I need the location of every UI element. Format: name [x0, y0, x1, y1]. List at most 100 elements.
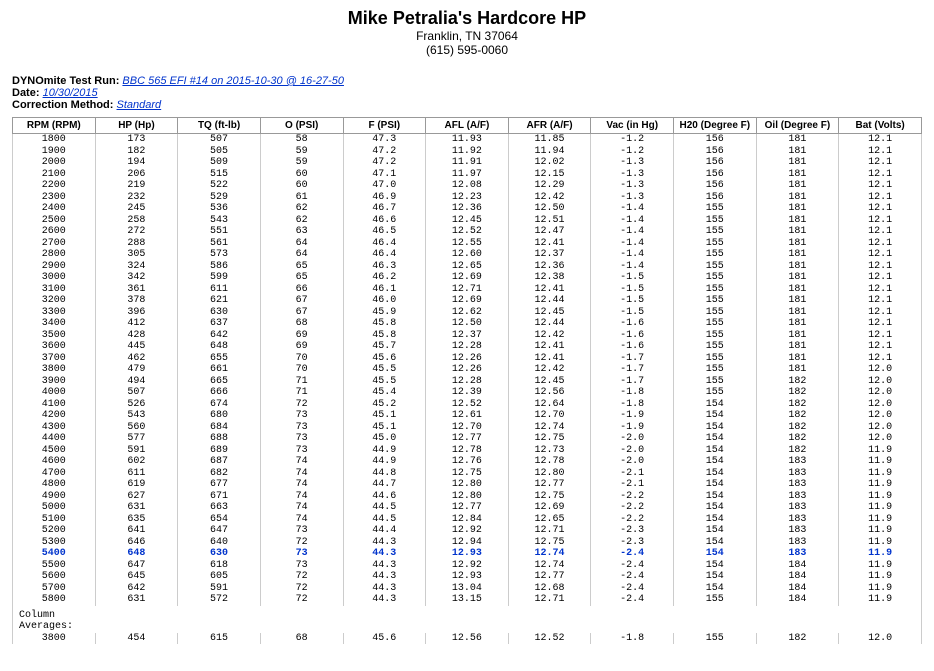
table-cell: 2400	[13, 203, 96, 215]
table-cell: 3800	[13, 633, 96, 645]
table-cell: 72	[260, 583, 343, 595]
table-cell: 184	[756, 594, 839, 606]
correction-label: Correction Method:	[12, 99, 113, 111]
table-cell: 12.1	[839, 249, 922, 261]
table-cell: 640	[178, 537, 261, 549]
table-cell: 183	[756, 468, 839, 480]
col-header: Vac (in Hg)	[591, 118, 674, 134]
table-cell: 12.94	[426, 537, 509, 549]
table-cell: 630	[178, 307, 261, 319]
table-cell: 12.50	[508, 203, 591, 215]
run-label: DYNOmite Test Run:	[12, 75, 119, 87]
table-cell: 663	[178, 502, 261, 514]
table-cell: 44.3	[343, 571, 426, 583]
table-cell: 611	[178, 284, 261, 296]
col-header: AFL (A/F)	[426, 118, 509, 134]
table-cell: -2.4	[591, 583, 674, 595]
table-cell: 619	[95, 479, 178, 491]
table-cell: 635	[95, 514, 178, 526]
table-cell: 72	[260, 571, 343, 583]
table-cell: 184	[756, 560, 839, 572]
table-cell: 11.94	[508, 146, 591, 158]
table-row: 51006356547444.512.8412.65-2.215418311.9	[13, 514, 922, 526]
table-cell: 12.1	[839, 261, 922, 273]
table-row: 31003616116646.112.7112.41-1.515518112.1	[13, 284, 922, 296]
table-cell: 396	[95, 307, 178, 319]
table-cell: 591	[95, 445, 178, 457]
table-cell: 12.74	[508, 560, 591, 572]
table-cell: 12.44	[508, 318, 591, 330]
table-cell: 155	[674, 318, 757, 330]
averages-label-row: Column	[13, 606, 922, 622]
table-cell: 12.92	[426, 525, 509, 537]
table-cell: 12.64	[508, 399, 591, 411]
table-cell: 11.91	[426, 157, 509, 169]
table-cell: 181	[756, 134, 839, 146]
table-cell: 3300	[13, 307, 96, 319]
table-cell: 615	[178, 633, 261, 645]
table-cell: 154	[674, 525, 757, 537]
averages-label: Column	[13, 606, 922, 622]
table-cell: 12.75	[426, 468, 509, 480]
table-cell: 45.8	[343, 330, 426, 342]
table-cell: 3800	[13, 364, 96, 376]
table-row: 29003245866546.312.6512.36-1.415518112.1	[13, 261, 922, 273]
table-cell: 68	[260, 633, 343, 645]
table-row: 58006315727244.313.1512.71-2.415518411.9	[13, 594, 922, 606]
table-cell: 154	[674, 479, 757, 491]
table-cell: 543	[178, 215, 261, 227]
table-cell: 522	[178, 180, 261, 192]
table-cell: 12.42	[508, 364, 591, 376]
table-cell: -2.4	[591, 548, 674, 560]
table-cell: 183	[756, 514, 839, 526]
table-cell: 181	[756, 180, 839, 192]
table-cell: 74	[260, 491, 343, 503]
date-link[interactable]: 10/30/2015	[43, 87, 98, 99]
table-cell: 74	[260, 468, 343, 480]
table-cell: 12.80	[426, 479, 509, 491]
table-cell: 60	[260, 180, 343, 192]
table-cell: 11.9	[839, 560, 922, 572]
table-row: 38004796617045.512.2612.42-1.715518112.0	[13, 364, 922, 376]
table-cell: 526	[95, 399, 178, 411]
table-cell: 183	[756, 479, 839, 491]
table-cell: 12.45	[508, 376, 591, 388]
table-cell: 71	[260, 376, 343, 388]
table-cell: 631	[95, 594, 178, 606]
table-cell: 12.0	[839, 410, 922, 422]
table-cell: 181	[756, 249, 839, 261]
table-cell: 12.80	[508, 468, 591, 480]
correction-link[interactable]: Standard	[117, 99, 162, 111]
table-cell: 599	[178, 272, 261, 284]
table-row: 25002585436246.612.4512.51-1.415518112.1	[13, 215, 922, 227]
table-cell: 155	[674, 387, 757, 399]
table-cell: 12.1	[839, 203, 922, 215]
averages-label: Averages:	[13, 621, 922, 633]
table-cell: 12.93	[426, 571, 509, 583]
table-cell: 12.70	[426, 422, 509, 434]
table-cell: 647	[178, 525, 261, 537]
run-link[interactable]: BBC 565 EFI #14 on 2015-10-30 @ 16-27-50	[122, 75, 344, 87]
table-cell: 45.6	[343, 633, 426, 645]
table-cell: 12.77	[508, 479, 591, 491]
table-cell: 551	[178, 226, 261, 238]
table-cell: 181	[756, 318, 839, 330]
table-cell: 44.8	[343, 468, 426, 480]
table-cell: 2700	[13, 238, 96, 250]
table-cell: -1.5	[591, 307, 674, 319]
table-cell: 12.92	[426, 560, 509, 572]
table-cell: 155	[674, 284, 757, 296]
table-cell: 12.71	[426, 284, 509, 296]
table-cell: 12.26	[426, 364, 509, 376]
table-cell: 12.1	[839, 215, 922, 227]
table-cell: 183	[756, 491, 839, 503]
table-cell: -2.0	[591, 433, 674, 445]
table-cell: 645	[95, 571, 178, 583]
table-cell: 181	[756, 215, 839, 227]
table-cell: -1.2	[591, 146, 674, 158]
table-header: RPM (RPM)HP (Hp)TQ (ft-lb)O (PSI)F (PSI)…	[13, 118, 922, 134]
table-cell: 642	[178, 330, 261, 342]
table-cell: 11.93	[426, 134, 509, 146]
table-cell: 68	[260, 318, 343, 330]
table-cell: 342	[95, 272, 178, 284]
